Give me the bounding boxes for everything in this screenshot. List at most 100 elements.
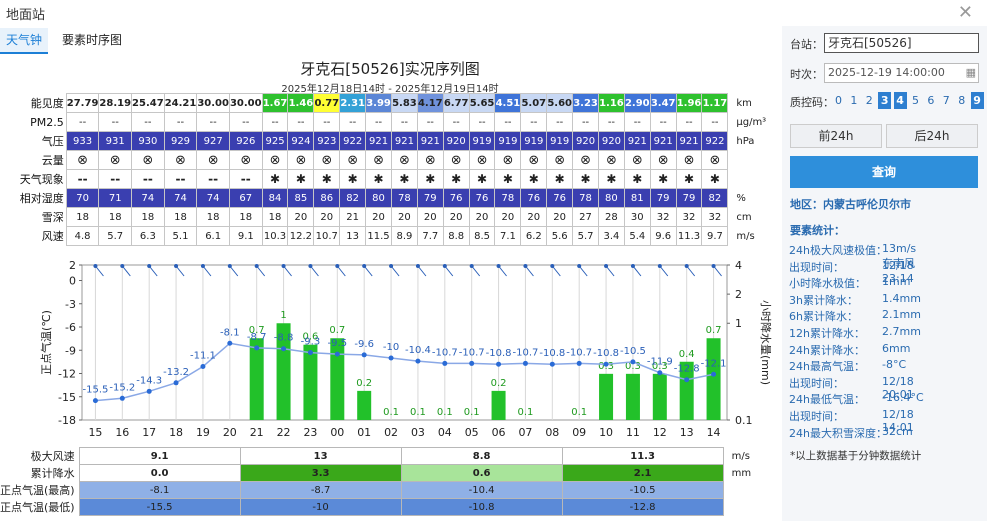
table-row-snow: 雪深 18 18 18 18 18 18 18 20 20 21 20 20 20 20 20 20 20 20 27… — [0, 207, 780, 227]
cell-visibility: 5.07 — [520, 93, 548, 113]
stat-key: 出现时间： — [789, 376, 844, 390]
cell-humidity: 82 — [701, 188, 729, 208]
cell-pm25: -- — [572, 112, 599, 132]
cell-humidity: 74 — [196, 188, 230, 208]
cell-pressure: 919 — [520, 131, 548, 151]
wind-barb-icon — [95, 265, 104, 277]
x-tick-label: 09 — [572, 426, 586, 439]
close-icon[interactable]: ✕ — [957, 2, 973, 23]
temperature-point — [307, 350, 313, 356]
x-tick-label: 04 — [438, 426, 452, 439]
temperature-label: -9.3 — [301, 337, 321, 348]
station-input[interactable]: 牙克石[50526] — [824, 33, 979, 53]
precip-label: 0.1 — [410, 407, 426, 418]
cell-wind: 13 — [339, 226, 367, 246]
qc-code-button[interactable]: 8 — [958, 94, 966, 107]
summary-unit-tmin — [723, 499, 751, 516]
precip-label: 0.3 — [625, 361, 641, 372]
cell-visibility: 2.90 — [623, 93, 651, 113]
time-input[interactable]: 2025-12-19 14:00:00 ▦ — [824, 63, 979, 83]
cell-pressure: 925 — [261, 131, 289, 151]
cell-pressure: 929 — [163, 131, 198, 151]
wind-barb-icon — [632, 265, 642, 277]
cell-weather: ✱ — [313, 169, 341, 189]
cell-humidity: 80 — [365, 188, 392, 208]
cell-pm25: -- — [65, 112, 100, 132]
tab-element-timeseries[interactable]: 要素时序图 — [62, 33, 123, 47]
summary-label-tmin: 正点气温(最低) — [0, 501, 75, 514]
stats-note: *以上数据基于分钟数据统计 — [790, 450, 922, 462]
cell-weather: ✱ — [365, 169, 392, 189]
qc-code-button[interactable]: 1 — [850, 94, 858, 107]
cell-snow: 30 — [623, 207, 651, 227]
cell-humidity: 82 — [339, 188, 367, 208]
cell-pm25: -- — [649, 112, 677, 132]
y-tick-label: -18 — [58, 414, 76, 427]
cell-wind: 5.7 — [98, 226, 133, 246]
stat-item: 6h累计降水： 2.1mm — [789, 308, 921, 324]
qc-code-button[interactable]: 7 — [942, 94, 950, 107]
qc-code-button[interactable]: 2 — [865, 94, 873, 107]
cell-humidity: 67 — [228, 188, 263, 208]
summary-row-max_wind: 极大风速 9.1 13 8.8 11.3 m/s — [0, 447, 751, 465]
x-tick-label: 22 — [277, 426, 291, 439]
precip-label: 0.7 — [329, 325, 345, 336]
cell-weather: -- — [228, 169, 263, 189]
summary-cell-tmin: -15.5 — [78, 498, 241, 516]
time-label: 时次： — [790, 68, 823, 81]
qc-code-button[interactable]: 0 — [835, 94, 842, 107]
temperature-point — [173, 380, 179, 386]
temperature-label: -10.4 — [405, 345, 431, 356]
prev-24h-button[interactable]: 前24h — [790, 124, 882, 148]
precip-label: 0.1 — [383, 407, 399, 418]
wind-barb-icon — [713, 265, 722, 277]
station-label: 台站： — [790, 38, 823, 51]
qc-code-button[interactable]: 9 — [970, 92, 984, 109]
stat-key: 24h累计降水： — [789, 343, 865, 357]
cell-visibility: 27.79 — [65, 93, 100, 113]
cell-snow: 20 — [520, 207, 548, 227]
qc-code-button[interactable]: 5 — [912, 94, 919, 107]
temperature-label: -8.1 — [220, 327, 240, 338]
qc-code-button[interactable]: 4 — [893, 92, 907, 109]
cell-weather: ✱ — [546, 169, 574, 189]
wind-barb-icon — [498, 265, 507, 277]
x-tick-label: 18 — [169, 426, 183, 439]
cell-pm25: -- — [163, 112, 198, 132]
query-button[interactable]: 查询 — [790, 156, 978, 188]
cell-pm25: -- — [675, 112, 703, 132]
cell-visibility: 0.77 — [313, 93, 341, 113]
window-titlebar: 地面站 ✕ — [0, 0, 987, 26]
stat-value: -8°C — [882, 358, 907, 372]
tab-weather-clock[interactable]: 天气钟 — [0, 28, 49, 54]
cell-snow: 20 — [468, 207, 496, 227]
cell-wind: 5.6 — [546, 226, 574, 246]
cell-pressure: 922 — [701, 131, 729, 151]
stat-item: 12h累计降水： 2.7mm — [789, 325, 921, 341]
x-tick-label: 11 — [626, 426, 640, 439]
cell-pressure: 921 — [649, 131, 677, 151]
cell-humidity: 78 — [494, 188, 522, 208]
next-24h-button[interactable]: 后24h — [886, 124, 978, 148]
row-label-visibility: 能见度 — [30, 97, 64, 110]
wind-barb-icon — [551, 265, 561, 277]
summary-cell-tmax: -8.1 — [78, 481, 241, 499]
table-row-cloud: 云量 ⊗ ⊗ ⊗ ⊗ ⊗ ⊗ ⊗ ⊗ ⊗ ⊗ ⊗ ⊗ ⊗ ⊗ ⊗ ⊗ ⊗ ⊗ ⊗ ⊗ ⊗ ⊗ ⊗ ⊗ — [0, 150, 780, 170]
summary-cell-tmax: -8.7 — [239, 481, 402, 499]
cell-weather: ✱ — [649, 169, 677, 189]
cell-pm25: -- — [701, 112, 729, 132]
temperature-label: -10 — [383, 342, 399, 353]
cell-snow: 20 — [313, 207, 341, 227]
calendar-icon[interactable]: ▦ — [965, 66, 976, 79]
qc-code-button[interactable]: 3 — [878, 92, 892, 109]
cell-pm25: -- — [196, 112, 230, 132]
qc-code-button[interactable]: 6 — [927, 94, 935, 107]
cell-cloud: ⊗ — [468, 150, 496, 170]
temperature-label: -10.7 — [432, 347, 458, 358]
cell-visibility: 28.19 — [98, 93, 133, 113]
cell-humidity: 76 — [442, 188, 470, 208]
stat-key: 3h累计降水： — [789, 293, 858, 307]
cell-wind: 3.4 — [597, 226, 625, 246]
precip-label: 0.7 — [706, 325, 722, 336]
cell-cloud: ⊗ — [313, 150, 341, 170]
